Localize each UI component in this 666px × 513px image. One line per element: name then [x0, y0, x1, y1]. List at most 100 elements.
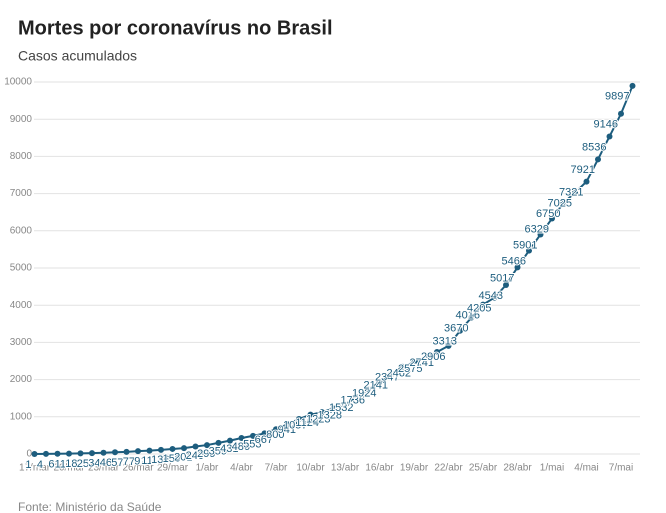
data-label: 2462 [387, 367, 411, 379]
data-label: 2906 [421, 351, 445, 363]
point [307, 411, 314, 418]
data-label: 2141 [364, 379, 388, 391]
point [77, 450, 84, 457]
x-tick-label: 19/abr [400, 463, 429, 474]
point [434, 349, 440, 356]
point [66, 450, 72, 457]
point [123, 448, 130, 455]
data-label: 11 [55, 458, 66, 470]
x-tick-label: 20/mar [53, 463, 85, 474]
x-tick-label: 28/abr [503, 463, 532, 474]
data-label: 1 [25, 459, 31, 471]
point [560, 199, 567, 206]
point [158, 446, 164, 453]
data-label: 431 [220, 443, 238, 455]
x-tick-label: 4/abr [230, 463, 253, 474]
point [261, 430, 268, 437]
point [100, 449, 107, 456]
point [480, 301, 486, 308]
data-label: 6 [48, 459, 54, 471]
point [54, 450, 61, 457]
data-label: 7321 [559, 187, 583, 199]
point [330, 405, 337, 412]
y-tick-label: 8000 [10, 151, 33, 162]
point [31, 450, 38, 457]
point [491, 294, 498, 301]
point [629, 82, 636, 89]
point [181, 445, 187, 452]
point [537, 231, 544, 238]
point [595, 156, 601, 163]
point [43, 450, 49, 457]
point [376, 379, 383, 386]
point [457, 327, 463, 334]
data-label: 2347 [375, 372, 399, 384]
data-label: 8536 [582, 141, 606, 153]
data-label: 9146 [594, 119, 618, 131]
point [468, 314, 475, 321]
x-tick-label: 16/abr [365, 463, 394, 474]
data-label: 111 [141, 455, 158, 467]
data-label: 5466 [502, 256, 526, 268]
data-label: 3313 [433, 336, 457, 348]
y-tick-label: 5000 [10, 263, 33, 274]
point [572, 189, 578, 196]
data-label: 136 [151, 454, 169, 466]
point [514, 264, 521, 271]
data-label: 1124 [295, 417, 319, 429]
data-label: 4543 [479, 290, 503, 302]
x-tick-label: 4/mai [574, 463, 598, 474]
x-tick-label: 23/mar [88, 463, 120, 474]
point [445, 342, 452, 349]
point [135, 448, 141, 455]
point [227, 437, 233, 444]
point [215, 439, 222, 446]
y-tick-label: 9000 [10, 114, 33, 125]
x-tick-label: 25/abr [469, 463, 498, 474]
point [342, 401, 348, 408]
point [526, 247, 532, 254]
data-label: 4016 [456, 310, 480, 322]
data-label: 1328 [318, 410, 342, 422]
data-label: 553 [243, 438, 261, 450]
point [353, 394, 360, 401]
point [296, 415, 302, 422]
x-tick-label: 1/mai [540, 463, 564, 474]
x-tick-label: 10/abr [296, 463, 325, 474]
data-label: 1924 [352, 387, 376, 399]
point [365, 386, 371, 393]
point [583, 178, 590, 185]
data-label: 1057 [283, 420, 307, 432]
point [146, 447, 153, 454]
data-label: 92 [134, 455, 146, 467]
y-tick-label: 6000 [10, 225, 33, 236]
x-tick-label: 1/abr [196, 463, 219, 474]
data-label: 1736 [341, 394, 365, 406]
point [238, 434, 245, 441]
point [273, 426, 279, 433]
data-label: 6329 [525, 223, 549, 235]
data-label: 5901 [513, 239, 537, 251]
data-label: 25 [77, 458, 89, 470]
point [204, 442, 210, 449]
x-tick-label: 17/mar [19, 463, 51, 474]
source: Fonte: Ministério da Saúde [18, 500, 162, 513]
y-tick-label: 3000 [10, 337, 33, 348]
data-label: 667 [255, 434, 273, 446]
x-tick-label: 22/abr [434, 463, 463, 474]
data-label: 359 [209, 446, 227, 458]
data-label: 3670 [444, 322, 468, 334]
y-tick-label: 0 [26, 449, 32, 460]
data-label: 941 [278, 424, 296, 436]
data-label: 34 [88, 458, 100, 470]
data-label: 800 [266, 429, 284, 441]
point [388, 371, 394, 378]
y-tick-label: 10000 [4, 77, 32, 88]
point [422, 355, 429, 362]
data-label: 77 [123, 456, 135, 468]
y-tick-label: 4000 [10, 300, 33, 311]
point [284, 421, 291, 428]
data-label: 240 [186, 450, 204, 462]
point [399, 363, 406, 370]
